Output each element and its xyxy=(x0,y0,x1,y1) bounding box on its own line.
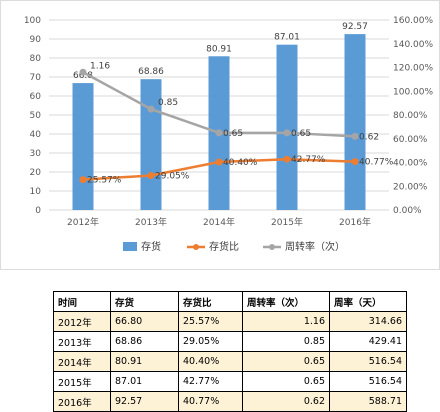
turnover-data-label: 0.62 xyxy=(359,132,379,142)
cell-turnover-times: 0.85 xyxy=(242,331,330,352)
table-row: 2015年 87.01 42.77% 0.65 516.54 xyxy=(53,371,407,392)
cell-time: 2016年 xyxy=(53,391,111,412)
header-inventory: 存货 xyxy=(110,291,179,312)
bar-data-label: 80.91 xyxy=(206,44,232,54)
ratio-data-label: 29.05% xyxy=(155,172,190,182)
right-axis-tick-label: 60.00% xyxy=(393,135,428,145)
x-axis-tick-label: 2013年 xyxy=(135,216,167,228)
cell-inventory-ratio: 40.77% xyxy=(178,391,243,412)
x-axis-tick-label: 2016年 xyxy=(339,216,371,228)
left-axis-tick-label: 10 xyxy=(30,187,42,197)
cell-inventory: 87.01 xyxy=(110,371,179,392)
turnover-data-label: 0.65 xyxy=(223,129,243,139)
turnover-point xyxy=(147,105,155,113)
ratio-point xyxy=(79,176,87,184)
cell-inventory-ratio: 29.05% xyxy=(178,331,243,352)
right-axis-tick-label: 40.00% xyxy=(393,159,428,169)
right-axis-tick-label: 20.00% xyxy=(393,182,428,192)
chart-svg: 0 10 20 30 40 50 60 70 80 90 100 0.00% 20.00% 40.00% 6… xyxy=(24,16,434,253)
legend-label-turnover: 周转率（次） xyxy=(285,240,345,253)
cell-inventory: 80.91 xyxy=(110,351,179,372)
legend-marker-ratio xyxy=(193,244,199,250)
left-axis-tick-label: 40 xyxy=(30,130,42,140)
cell-turnover-days: 314.66 xyxy=(329,311,407,332)
cell-inventory: 68.86 xyxy=(110,331,179,352)
left-axis-tick-label: 60 xyxy=(30,92,42,102)
left-axis-tick-label: 70 xyxy=(30,73,42,83)
bar-data-label: 87.01 xyxy=(274,33,300,43)
bar-data-label: 66.8 xyxy=(73,71,93,81)
turnover-point xyxy=(351,132,359,140)
turnover-point xyxy=(215,129,223,137)
table-row: 2014年 80.91 40.40% 0.65 516.54 xyxy=(53,351,407,372)
table-row: 2013年 68.86 29.05% 0.85 429.41 xyxy=(53,331,407,352)
turnover-point xyxy=(79,68,87,76)
left-axis-tick-label: 50 xyxy=(30,111,42,121)
ratio-data-label: 40.40% xyxy=(223,158,258,168)
cell-turnover-days: 429.41 xyxy=(329,331,407,352)
bar-data-label: 68.86 xyxy=(138,67,164,77)
ratio-point xyxy=(283,155,291,163)
right-axis-tick-label: 0.00% xyxy=(393,206,422,216)
cell-turnover-times: 0.65 xyxy=(242,351,330,372)
x-axis-tick-label: 2015年 xyxy=(271,216,303,228)
cell-turnover-days: 588.71 xyxy=(329,391,407,412)
header-time: 时间 xyxy=(53,291,111,312)
header-inventory-ratio: 存货比 xyxy=(178,291,243,312)
cell-inventory: 92.57 xyxy=(110,391,179,412)
bar xyxy=(72,83,94,210)
legend-label-ratio: 存货比 xyxy=(209,240,239,253)
ratio-point xyxy=(215,158,223,166)
turnover-data-label: 0.85 xyxy=(158,98,178,108)
left-axis-tick-label: 30 xyxy=(30,149,42,159)
legend-marker-turnover xyxy=(269,244,275,250)
cell-turnover-times: 0.62 xyxy=(242,391,330,412)
cell-inventory-ratio: 42.77% xyxy=(178,371,243,392)
left-axis-tick-label: 90 xyxy=(30,35,42,45)
header-turnover-days: 周率（天） xyxy=(329,291,407,312)
turnover-data-label: 0.65 xyxy=(291,129,311,139)
ratio-data-label: 42.77% xyxy=(291,155,326,165)
left-axis-tick-label: 20 xyxy=(30,168,42,178)
cell-time: 2015年 xyxy=(53,371,111,392)
ratio-data-label: 25.57% xyxy=(87,176,122,186)
cell-turnover-times: 0.65 xyxy=(242,371,330,392)
cell-turnover-days: 516.54 xyxy=(329,371,407,392)
table-row: 2012年 66.80 25.57% 1.16 314.66 xyxy=(53,311,407,332)
table-row: 2016年 92.57 40.77% 0.62 588.71 xyxy=(53,391,407,412)
cell-inventory-ratio: 25.57% xyxy=(178,311,243,332)
right-axis-tick-label: 80.00% xyxy=(393,111,428,121)
ratio-point xyxy=(147,172,155,180)
bar xyxy=(344,34,366,210)
legend-label-inventory: 存货 xyxy=(141,240,161,253)
ratio-data-label: 40.77% xyxy=(359,158,394,168)
right-axis-tick-label: 120.00% xyxy=(393,64,433,74)
cell-turnover-days: 516.54 xyxy=(329,351,407,372)
left-axis-tick-label: 100 xyxy=(24,16,41,26)
bar xyxy=(276,44,298,210)
right-axis-tick-label: 160.00% xyxy=(393,16,433,26)
ratio-point xyxy=(351,158,359,166)
turnover-data-label: 1.16 xyxy=(90,61,110,71)
turnover-point xyxy=(283,129,291,137)
right-axis-tick-label: 100.00% xyxy=(393,87,433,97)
combo-chart: 0 10 20 30 40 50 60 70 80 90 100 0.00% 20.00% 40.00% 6… xyxy=(0,0,440,270)
table-header-row: 时间 存货 存货比 周转率（次） 周率（天） xyxy=(53,291,407,312)
left-axis-tick-label: 0 xyxy=(35,206,41,216)
x-axis-tick-label: 2014年 xyxy=(203,216,235,228)
x-axis-tick-label: 2012年 xyxy=(67,216,99,228)
left-axis-tick-label: 80 xyxy=(30,54,42,64)
right-axis-tick-label: 140.00% xyxy=(393,40,433,50)
cell-time: 2013年 xyxy=(53,331,111,352)
cell-turnover-times: 1.16 xyxy=(242,311,330,332)
legend-swatch-inventory xyxy=(123,242,137,251)
header-turnover-times: 周转率（次） xyxy=(242,291,330,312)
bar-data-label: 92.57 xyxy=(342,22,368,32)
cell-time: 2012年 xyxy=(53,311,111,332)
cell-time: 2014年 xyxy=(53,351,111,372)
cell-inventory: 66.80 xyxy=(110,311,179,332)
data-table: 时间 存货 存货比 周转率（次） 周率（天） 2012年 66.80 25.57… xyxy=(53,291,407,412)
cell-inventory-ratio: 40.40% xyxy=(178,351,243,372)
